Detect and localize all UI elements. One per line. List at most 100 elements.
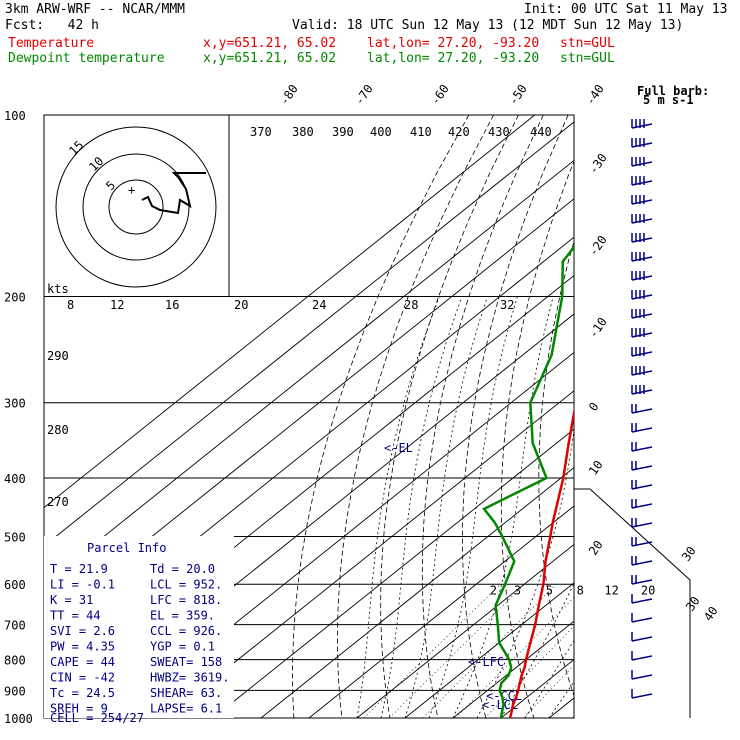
isotherm-label: -70 <box>352 82 376 108</box>
parcel-right-value: CCL = 926. <box>150 624 222 638</box>
parcel-right-value: LCL = 952. <box>150 578 222 592</box>
parcel-right-value: LFC = 818. <box>150 593 222 607</box>
wind-barb <box>631 598 653 604</box>
hodograph-axis-label: 32 <box>500 298 514 312</box>
mixing-ratio-line <box>455 596 574 718</box>
parcel-level-label: <-CCL <box>486 689 522 703</box>
dewpoint-stn: stn=GUL <box>560 51 615 66</box>
hodograph-axis-label: 8 <box>67 298 74 312</box>
parcel-left-value: LI = -0.1 <box>50 578 115 592</box>
wind-barb <box>631 275 653 281</box>
isotherm-line <box>452 620 574 718</box>
isotherm-line <box>404 582 574 718</box>
theta-label: 280 <box>47 423 69 437</box>
wind-barb <box>631 503 653 509</box>
moist-adiabat <box>548 681 574 718</box>
isotherm-line <box>212 428 574 718</box>
pressure-tick-label: 500 <box>4 530 26 544</box>
hodograph-axis-label: 16 <box>165 298 179 312</box>
pressure-tick-label: 1000 <box>4 712 33 726</box>
isotherm-label: 10 <box>586 458 606 478</box>
isotherm-line <box>164 390 574 718</box>
dewpoint-latlon: lat,lon= 27.20, -93.20 <box>367 51 540 66</box>
theta-label: 430 <box>488 125 510 139</box>
dry-adiabat <box>500 160 574 718</box>
parcel-left-value: SREH = 9 <box>50 702 108 716</box>
hodograph-ring <box>82 153 190 261</box>
wind-barb <box>631 674 653 680</box>
parcel-left-value: CAPE = 44 <box>50 655 115 669</box>
wind-speed-label: 30 <box>679 544 699 564</box>
parcel-right-value: HWBZ= 3619. <box>150 671 229 685</box>
parcel-right-value: SWEAT= 158 <box>150 655 222 669</box>
hodograph-center: + <box>128 183 135 197</box>
wind-barb <box>631 617 653 623</box>
parcel-left-value: SVI = 2.6 <box>50 624 115 638</box>
wind-barb <box>631 560 653 566</box>
wind-barb <box>631 313 653 319</box>
isotherm-line <box>645 115 740 718</box>
model-title: 3km ARW-WRF -- NCAR/MMM <box>5 2 186 17</box>
mixing-ratio-line <box>363 583 501 718</box>
valid-time: Valid: 18 UTC Sun 12 May 13 (12 MDT Sun … <box>292 18 684 33</box>
isotherm-label: -30 <box>586 151 610 177</box>
wind-barb <box>631 161 653 167</box>
isotherm-label: 30 <box>683 594 703 614</box>
isotherm-line <box>44 121 574 547</box>
temperature-line <box>508 406 574 718</box>
hodograph-axis-label: 12 <box>110 298 124 312</box>
parcel-left-value: TT = 44 <box>50 609 101 623</box>
dry-adiabat <box>380 115 519 718</box>
parcel-left-value: CIN = -42 <box>50 671 115 685</box>
parcel-left-value: K = 31 <box>50 593 93 607</box>
parcel-level-label: <-LCL <box>482 698 518 712</box>
parcel-right-value: Td = 20.0 <box>150 562 215 576</box>
pressure-tick-label: 400 <box>4 472 26 486</box>
isotherm-line <box>500 659 574 718</box>
parcel-level-label: <-LFC <box>468 655 504 669</box>
hodograph-axis-label: 24 <box>312 298 326 312</box>
mixing-ratio-label: 5 <box>546 584 553 598</box>
isotherm-line <box>260 467 574 718</box>
parcel-level-label: <-EL <box>384 441 413 455</box>
wind-barb <box>631 256 653 262</box>
moist-adiabat <box>597 297 740 719</box>
parcel-box-bg <box>44 536 234 718</box>
theta-label: 410 <box>410 125 432 139</box>
wind-barb <box>631 522 653 528</box>
pressure-tick-label: 800 <box>4 654 26 668</box>
theta-label: 290 <box>47 349 69 363</box>
wind-barb <box>631 294 653 300</box>
parcel-left-value: T = 21.9 <box>50 562 108 576</box>
parcel-right-value: EL = 359. <box>150 609 215 623</box>
wind-barb <box>631 446 653 452</box>
mixing-ratio-label: 12 <box>604 584 618 598</box>
theta-label: 420 <box>448 125 470 139</box>
parcel-right-value: LAPSE= 6.1 <box>150 702 222 716</box>
theta-label: 440 <box>530 125 552 139</box>
hodograph-ring-label: 15 <box>66 138 86 158</box>
wind-barb <box>631 351 653 357</box>
wind-barb <box>631 636 653 642</box>
parcel-info-box: Parcel Info T = 21.9 Td = 20.0 LI = -0.1 LCL… <box>44 536 234 725</box>
isotherm-line <box>548 697 574 718</box>
parcel-title: Parcel Info <box>87 541 166 555</box>
wind-barb <box>631 332 653 338</box>
forecast-hour: Fcst: 42 h <box>5 18 99 33</box>
dry-adiabat <box>610 115 678 718</box>
wind-barb <box>631 370 653 376</box>
pressure-tick-label: 900 <box>4 684 26 698</box>
wind-barb <box>631 237 653 243</box>
mixing-ratio-label: 3 <box>514 584 521 598</box>
moist-adiabat <box>524 639 574 718</box>
wind-barb <box>631 142 653 148</box>
dry-adiabat <box>645 115 726 718</box>
isotherm-label: -50 <box>506 82 530 108</box>
dry-adiabat <box>337 115 494 718</box>
wind-barb <box>631 199 653 205</box>
isotherm-label: -10 <box>586 315 610 341</box>
hodograph-ring-label: 5 <box>103 178 118 193</box>
init-time: Init: 00 UTC Sat 11 May 13 <box>524 2 728 17</box>
wind-barb <box>631 465 653 471</box>
